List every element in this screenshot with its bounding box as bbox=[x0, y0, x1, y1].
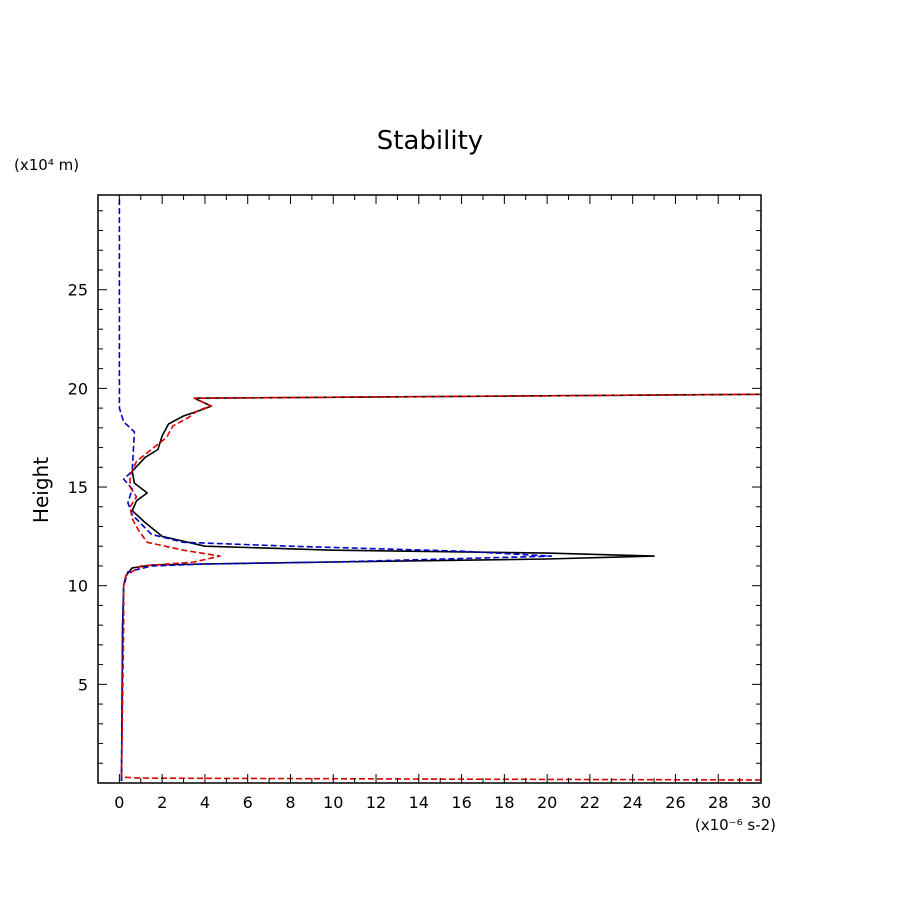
y-axis-unit-label: (x10⁴ m) bbox=[14, 156, 79, 174]
x-tick-label: 22 bbox=[580, 793, 600, 812]
x-tick-label: 4 bbox=[200, 793, 210, 812]
x-tick-label: 2 bbox=[157, 793, 167, 812]
x-tick-label: 12 bbox=[366, 793, 386, 812]
y-axis-ticks: 5 10 15 20 25 bbox=[68, 210, 761, 764]
x-tick-label: 18 bbox=[494, 793, 514, 812]
x-tick-label: 14 bbox=[409, 793, 429, 812]
y-tick-label: 15 bbox=[68, 478, 88, 497]
series-line-2 bbox=[118, 195, 553, 782]
x-tick-label: 20 bbox=[537, 793, 557, 812]
x-tick-label: 16 bbox=[451, 793, 471, 812]
plot-frame bbox=[97, 194, 762, 784]
y-tick-label: 25 bbox=[68, 281, 88, 300]
chart-title: Stability bbox=[377, 126, 483, 156]
x-axis-unit-label: (x10⁻⁶ s-2) bbox=[695, 816, 776, 834]
y-tick-label: 5 bbox=[78, 675, 88, 694]
x-tick-label: 10 bbox=[323, 793, 343, 812]
series-line-1 bbox=[120, 393, 762, 782]
x-tick-label: 26 bbox=[665, 793, 685, 812]
x-tick-label: 0 bbox=[114, 793, 124, 812]
x-tick-label: 28 bbox=[708, 793, 728, 812]
x-tick-label: 30 bbox=[751, 793, 771, 812]
series-line-3 bbox=[120, 393, 762, 781]
x-tick-label: 6 bbox=[243, 793, 253, 812]
x-axis-ticks: 0 2 4 6 8 10 12 14 16 18 20 22 24 26 28 30 bbox=[114, 195, 771, 812]
y-tick-label: 10 bbox=[68, 577, 88, 596]
x-tick-label: 8 bbox=[285, 793, 295, 812]
y-axis-title: Height bbox=[29, 457, 53, 523]
y-tick-label: 20 bbox=[68, 379, 88, 398]
x-tick-label: 24 bbox=[622, 793, 642, 812]
series-layer bbox=[118, 195, 762, 782]
